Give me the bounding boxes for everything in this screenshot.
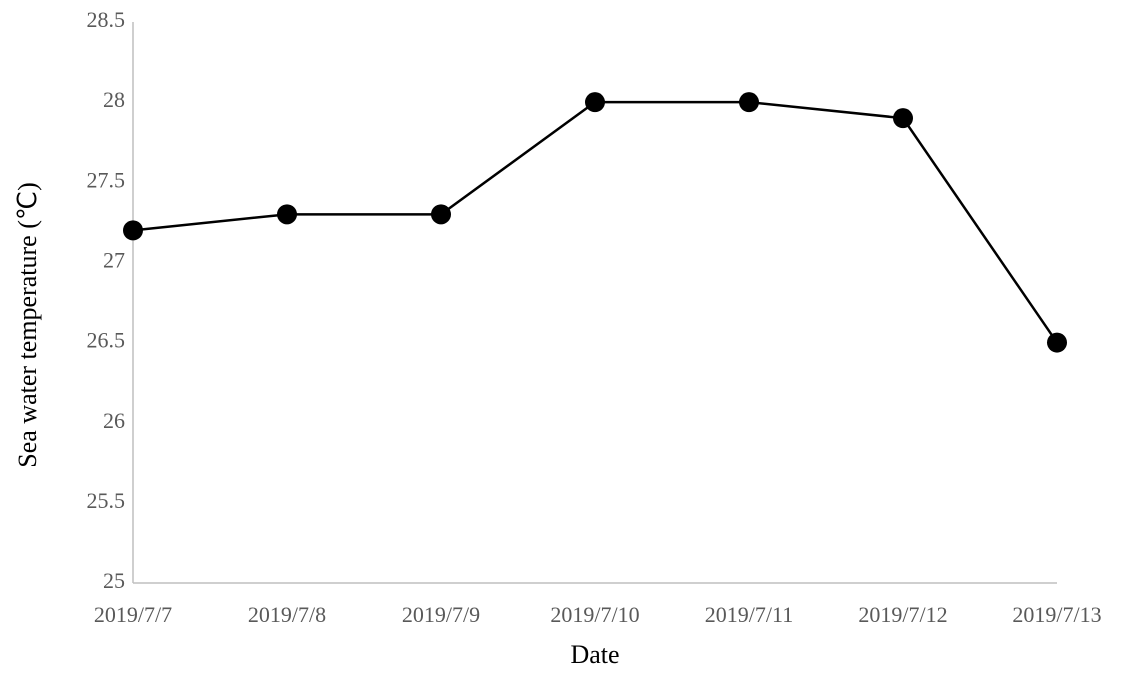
y-tick-label: 28.5	[87, 7, 126, 32]
x-tick-label: 2019/7/9	[402, 602, 480, 627]
y-tick-label: 27.5	[87, 167, 126, 192]
y-tick-label: 26	[103, 408, 125, 433]
y-tick-label: 25.5	[87, 488, 126, 513]
data-point	[123, 220, 143, 241]
x-tick-label: 2019/7/8	[248, 602, 326, 627]
data-point	[1047, 332, 1067, 353]
x-tick-label: 2019/7/12	[858, 602, 947, 627]
x-tick-label: 2019/7/11	[705, 602, 793, 627]
y-axis-title: Sea water temperature (℃)	[13, 182, 42, 467]
data-point	[431, 204, 451, 225]
y-tick-label: 28	[103, 87, 125, 112]
y-tick-label: 27	[103, 247, 125, 272]
data-point	[893, 108, 913, 129]
data-point	[277, 204, 297, 225]
y-tick-label: 26.5	[87, 328, 126, 353]
data-point	[739, 92, 759, 113]
x-axis-title: Date	[570, 640, 619, 669]
y-tick-label: 25	[103, 568, 125, 593]
data-point	[585, 92, 605, 113]
series-line	[132, 100, 1059, 344]
x-tick-label: 2019/7/10	[550, 602, 639, 627]
x-tick-label: 2019/7/13	[1012, 602, 1101, 627]
x-tick-label: 2019/7/7	[94, 602, 172, 627]
